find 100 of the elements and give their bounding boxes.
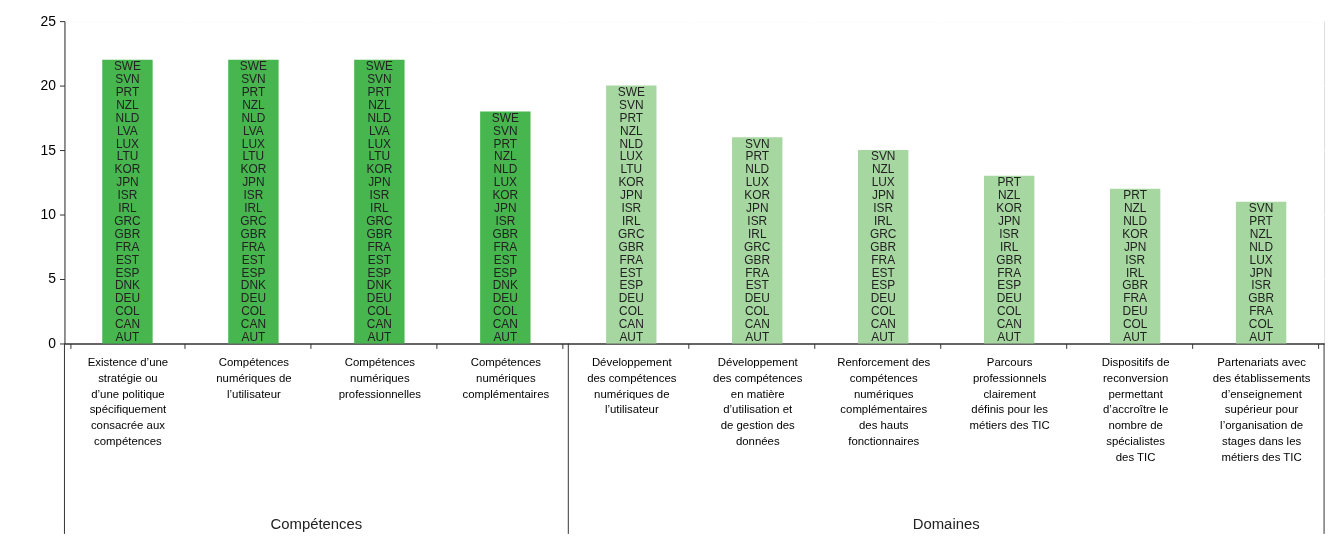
annotation: ISR: [243, 188, 264, 203]
annotation: IRL: [1125, 265, 1145, 280]
annotation: ESP: [241, 265, 266, 280]
annotation: IRL: [370, 201, 389, 216]
annotation: KOR: [492, 188, 519, 203]
annotation: KOR: [744, 188, 771, 203]
annotation: NLD: [1249, 239, 1274, 254]
annotation: SVN: [493, 123, 518, 138]
x-tick-label: Existence d’une stratégie ou d’une politique spécifiquement consacrée aux compétences: [87, 355, 169, 448]
annotation: AUT: [997, 329, 1022, 344]
annotation: FRA: [367, 239, 392, 254]
annotation: IRL: [747, 226, 767, 241]
annotation: EST: [493, 252, 517, 267]
annotation: NLD: [745, 162, 770, 177]
x-tick-label: Partenariats avec des établissements d’enseignement supérieur pour l’organisation de stages dans les métiers des TIC: [1212, 355, 1311, 463]
annotation: EST: [745, 278, 769, 293]
annotation: ESP: [619, 278, 644, 293]
annotation: NLD: [1123, 213, 1148, 228]
annotation: CAN: [744, 317, 770, 332]
y-tick-label: 15: [40, 141, 57, 158]
annotation: ISR: [621, 201, 642, 216]
annotation: FRA: [619, 252, 644, 267]
text: Domaines: [912, 515, 980, 532]
annotation: LVA: [369, 123, 390, 138]
annotation: DNK: [492, 278, 518, 293]
annotation: LUX: [1249, 252, 1273, 267]
annotation: GBR: [1248, 291, 1275, 306]
annotation: PRT: [745, 149, 770, 164]
annotation: ESP: [871, 278, 896, 293]
y-tick-label: 0: [48, 334, 57, 351]
annotation: JPN: [1249, 265, 1273, 280]
annotation: DNK: [366, 278, 392, 293]
annotation: NZL: [997, 188, 1021, 203]
annotation: EST: [871, 265, 895, 280]
annotation: FRA: [1249, 304, 1274, 319]
annotation: LVA: [243, 123, 264, 138]
annotation: PRT: [619, 110, 644, 125]
annotation: PRT: [367, 85, 392, 100]
annotation: IRL: [622, 213, 641, 228]
x-tick-label: Dispositifs de reconversion permettant d’accroître le nombre de spécialistes des TIC: [1101, 355, 1170, 463]
annotation: SVN: [870, 149, 896, 164]
annotation: ISR: [117, 188, 138, 203]
annotation: EST: [367, 252, 391, 267]
annotation: CAN: [492, 317, 518, 332]
annotation: SVN: [619, 97, 644, 112]
annotation: SVN: [241, 72, 266, 87]
annotation: NZL: [494, 149, 517, 164]
annotation: CAN: [240, 317, 266, 332]
annotation: AUT: [871, 329, 896, 344]
annotation: ISR: [369, 188, 390, 203]
annotation: GBR: [870, 239, 897, 254]
annotation: GRC: [869, 226, 897, 241]
annotation: COL: [1122, 317, 1148, 332]
annotation: SWE: [365, 59, 393, 74]
annotation: FRA: [493, 239, 518, 254]
annotation: COL: [115, 304, 141, 319]
annotation: IRL: [244, 201, 264, 216]
annotation: DEU: [996, 291, 1022, 306]
annotation: NLD: [115, 110, 140, 125]
annotation: COL: [870, 304, 896, 319]
annotation: NZL: [368, 97, 391, 112]
annotation: JPN: [494, 201, 517, 216]
annotation: KOR: [1122, 226, 1149, 241]
annotation: AUT: [367, 329, 392, 344]
annotation: ESP: [997, 278, 1022, 293]
annotation: JPN: [242, 175, 265, 190]
annotation: NZL: [1123, 201, 1147, 216]
annotation: CAN: [366, 317, 392, 332]
annotation: DEU: [744, 291, 770, 306]
annotation: IRL: [999, 239, 1019, 254]
annotation: GBR: [114, 226, 141, 241]
annotation: SWE: [113, 59, 142, 74]
annotation: GBR: [1122, 278, 1149, 293]
annotation: KOR: [618, 175, 645, 190]
y-tick-label: 5: [48, 270, 57, 287]
annotation: JPN: [746, 201, 769, 216]
annotation: LUX: [745, 175, 769, 190]
annotation: FRA: [115, 239, 140, 254]
annotation: DNK: [240, 278, 267, 293]
annotation: GRC: [114, 213, 142, 228]
annotation: GBR: [744, 252, 771, 267]
annotation: AUT: [241, 329, 266, 344]
annotation: NLD: [493, 162, 518, 177]
y-tick-label: 25: [40, 12, 57, 29]
annotation: GRC: [618, 226, 645, 241]
annotation: LUX: [241, 136, 266, 151]
annotation: SWE: [617, 85, 645, 100]
annotation: GRC: [744, 239, 771, 254]
annotation: JPN: [997, 213, 1021, 228]
annotation: COL: [745, 304, 770, 319]
annotation: DEU: [870, 291, 896, 306]
x-tick-label: Compétences numériques complémentaires: [462, 355, 550, 400]
annotation: SVN: [1248, 201, 1274, 216]
annotation: COL: [1248, 317, 1274, 332]
annotation: EST: [115, 252, 140, 267]
annotation: DEU: [240, 291, 266, 306]
annotation: IRL: [118, 201, 138, 216]
annotation: DEU: [366, 291, 392, 306]
annotation: JPN: [1123, 239, 1147, 254]
annotation: PRT: [1249, 213, 1273, 228]
